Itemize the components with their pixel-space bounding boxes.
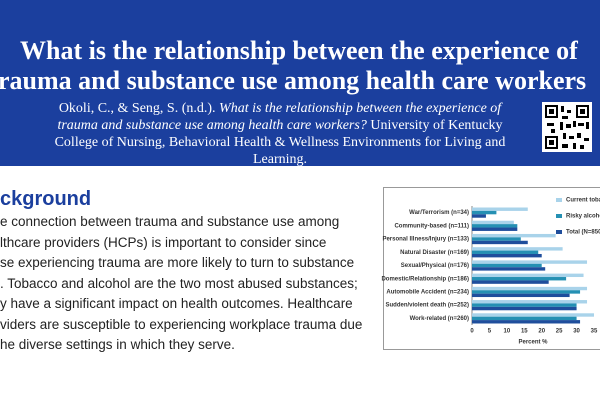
legend-swatch [556, 214, 562, 218]
bar [472, 237, 521, 241]
y-tick-label: War/Terrorism (n=34) [409, 210, 469, 216]
citation-authors: Okoli, C., & Seng, S. (n.d.). [58, 101, 216, 116]
bar [472, 303, 577, 307]
x-tick-label: 0 [470, 329, 474, 335]
y-tick-label: Automobile Accident (n=234) [386, 290, 469, 296]
bar [472, 207, 528, 211]
bar [472, 300, 588, 304]
bar [472, 277, 567, 281]
bar [472, 260, 588, 264]
x-tick-label: 30 [573, 329, 580, 335]
text-line: se experiencing trauma are more likely t… [0, 255, 355, 270]
citation-publisher: University of Kentucky College of Nursin… [54, 118, 506, 166]
citation-work: What is the relationship between the exp… [57, 101, 502, 133]
x-tick-label: 10 [504, 329, 511, 335]
bar [472, 263, 542, 268]
text-line: . Tobacco and alcohol are the two most a… [0, 275, 358, 291]
title-line: What is the relationship between the exp… [20, 36, 578, 65]
text-line: e connection between trauma and substanc… [0, 214, 340, 229]
bar [472, 306, 577, 311]
citation: Okoli, C., & Seng, S. (n.d.). What is th… [40, 100, 520, 166]
y-tick-label: Natural Disaster (n=169) [400, 250, 469, 256]
x-tick-label: 15 [521, 329, 528, 335]
y-tick-label: Sexual/Physical (n=176) [401, 263, 469, 269]
legend-swatch [556, 198, 562, 202]
legend-swatch [556, 230, 562, 234]
header: What is the relationship between the exp… [0, 0, 600, 166]
bar [472, 240, 528, 245]
legend-label: Total (N=850 [566, 230, 600, 236]
bar [472, 233, 556, 238]
bar [472, 247, 563, 251]
bar [472, 286, 588, 291]
text-line: viders are susceptible to experiencing w… [0, 316, 363, 332]
bar [472, 253, 542, 258]
bar [472, 227, 518, 231]
legend-label: Risky alcoho [566, 214, 600, 220]
text-line: he diverse settings in which they serve. [0, 337, 235, 352]
x-tick-label: 25 [556, 329, 563, 335]
legend-label: Current toba [566, 198, 600, 204]
bar [472, 316, 577, 321]
qr-code [542, 102, 592, 152]
bar [472, 250, 539, 254]
bar [472, 313, 594, 317]
x-tick-label: 5 [488, 329, 492, 335]
bar [472, 224, 518, 228]
text-line: y have a significant impact on health ou… [0, 296, 353, 311]
section-heading: ckground [0, 188, 92, 210]
bar [472, 293, 570, 298]
section-text: e connection between trauma and substanc… [0, 212, 362, 356]
text-line: lthcare providers (HCPs) is important to… [0, 234, 327, 250]
x-tick-label: 20 [538, 329, 545, 335]
bar [472, 214, 486, 218]
bar [472, 290, 581, 294]
y-tick-label: Personal Illness/Injury (n=133) [382, 237, 469, 243]
x-tick-label: 35 [591, 329, 598, 335]
bar [472, 267, 546, 271]
bar [472, 273, 584, 278]
bar [472, 210, 497, 215]
x-axis-label: Percent % [518, 340, 548, 346]
y-tick-label: Sudden/violent death (n=252) [385, 303, 469, 309]
bar [472, 280, 549, 284]
bar [472, 220, 514, 225]
y-tick-label: Domestic/Relationship (n=186) [381, 276, 469, 282]
y-tick-label: Work-related (n=260) [410, 316, 469, 322]
title-line: rauma and substance use among health car… [0, 66, 587, 95]
y-tick-label: Community-based (n=111) [394, 223, 469, 229]
bar [472, 320, 581, 324]
